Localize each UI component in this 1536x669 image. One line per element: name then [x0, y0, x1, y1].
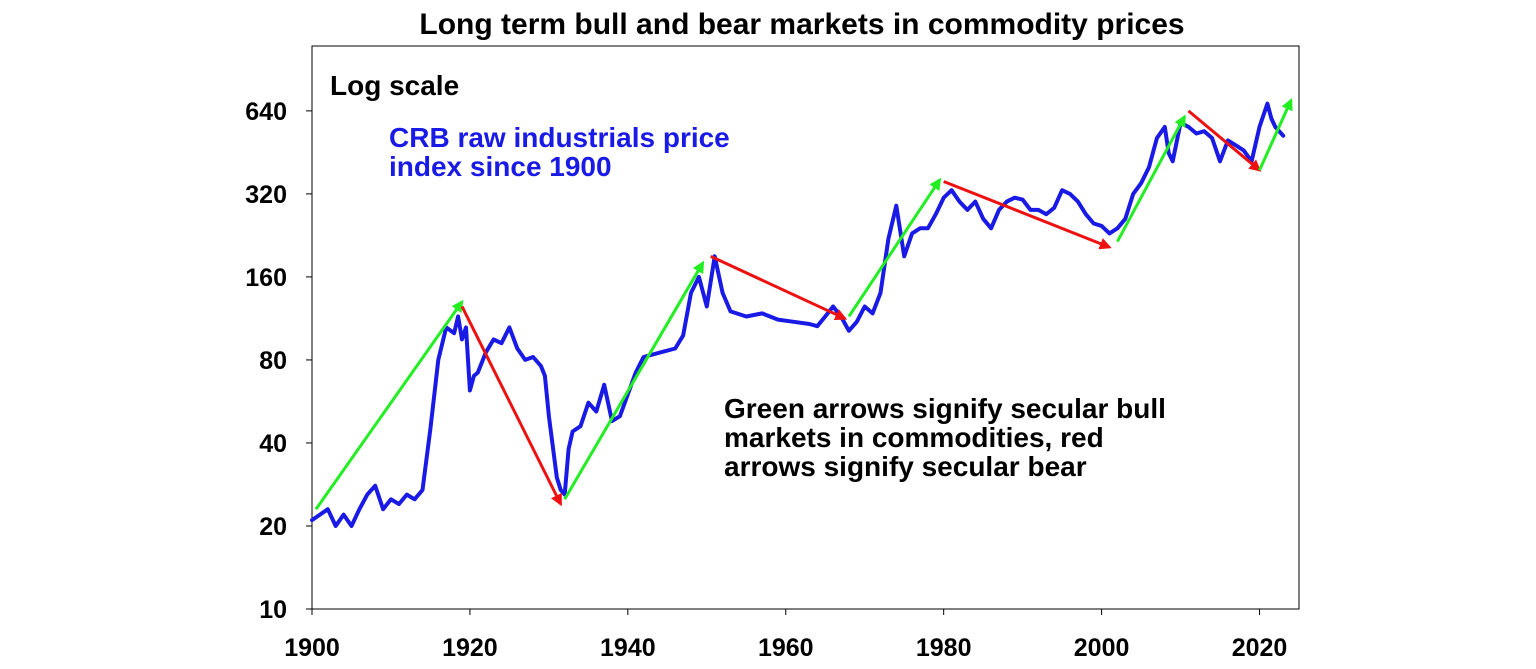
bull-arrow: [847, 177, 942, 318]
y-tick-label: 160: [245, 264, 287, 292]
note-line2: markets in commodities, red: [724, 422, 1104, 453]
note-line1: Green arrows signify secular bull: [724, 393, 1166, 424]
bull-arrow: [563, 260, 705, 501]
bear-arrow: [1187, 109, 1262, 172]
x-tick-label: 1900: [284, 634, 340, 662]
x-tick-label: 1980: [916, 634, 972, 662]
bear-arrow: [710, 254, 848, 320]
series-line: [310, 101, 1286, 528]
arrow-layer: [314, 97, 1293, 511]
bull-arrow: [1258, 97, 1293, 171]
x-tick-label: 1940: [600, 634, 656, 662]
y-axis: 10 20 40 80 160 320 640: [245, 98, 312, 624]
bull-arrow: [314, 299, 464, 511]
x-tick-label: 2020: [1232, 634, 1288, 662]
bull-arrow: [1116, 114, 1186, 243]
bear-arrow: [460, 305, 563, 507]
y-tick-label: 10: [259, 596, 287, 624]
plot-area: [311, 45, 1300, 610]
y-tick-label: 40: [259, 430, 287, 458]
x-tick-label: 2000: [1074, 634, 1130, 662]
x-tick-label: 1920: [442, 634, 498, 662]
note-line3: arrows signify secular bear: [724, 451, 1087, 482]
x-axis: 1900 1920 1940 1960 1980 2000 2020: [284, 609, 1287, 662]
chart-title: Long term bull and bear markets in commo…: [419, 8, 1184, 41]
bear-arrow: [943, 180, 1112, 250]
x-tick-label: 1960: [758, 634, 814, 662]
log-scale-label: Log scale: [330, 70, 459, 101]
y-tick-label: 640: [245, 98, 287, 126]
series-label-line2: index since 1900: [389, 151, 612, 182]
series-label-line1: CRB raw industrials price: [389, 122, 730, 153]
series-layer: [310, 101, 1286, 528]
y-tick-label: 320: [245, 181, 287, 209]
y-tick-label: 80: [259, 347, 287, 375]
y-tick-label: 20: [259, 513, 287, 541]
